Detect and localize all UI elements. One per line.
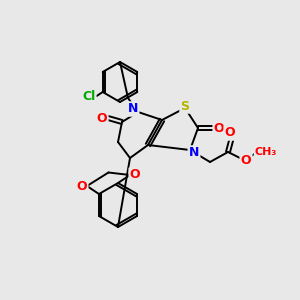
Text: CH₃: CH₃ bbox=[255, 147, 277, 157]
Text: O: O bbox=[241, 154, 251, 166]
Text: O: O bbox=[76, 179, 87, 193]
Text: O: O bbox=[225, 127, 235, 140]
Text: Cl: Cl bbox=[82, 89, 95, 103]
Text: N: N bbox=[128, 103, 138, 116]
Text: N: N bbox=[189, 146, 199, 160]
Text: O: O bbox=[97, 112, 107, 124]
Text: O: O bbox=[214, 122, 224, 134]
Text: O: O bbox=[130, 169, 140, 182]
Text: S: S bbox=[181, 100, 190, 112]
